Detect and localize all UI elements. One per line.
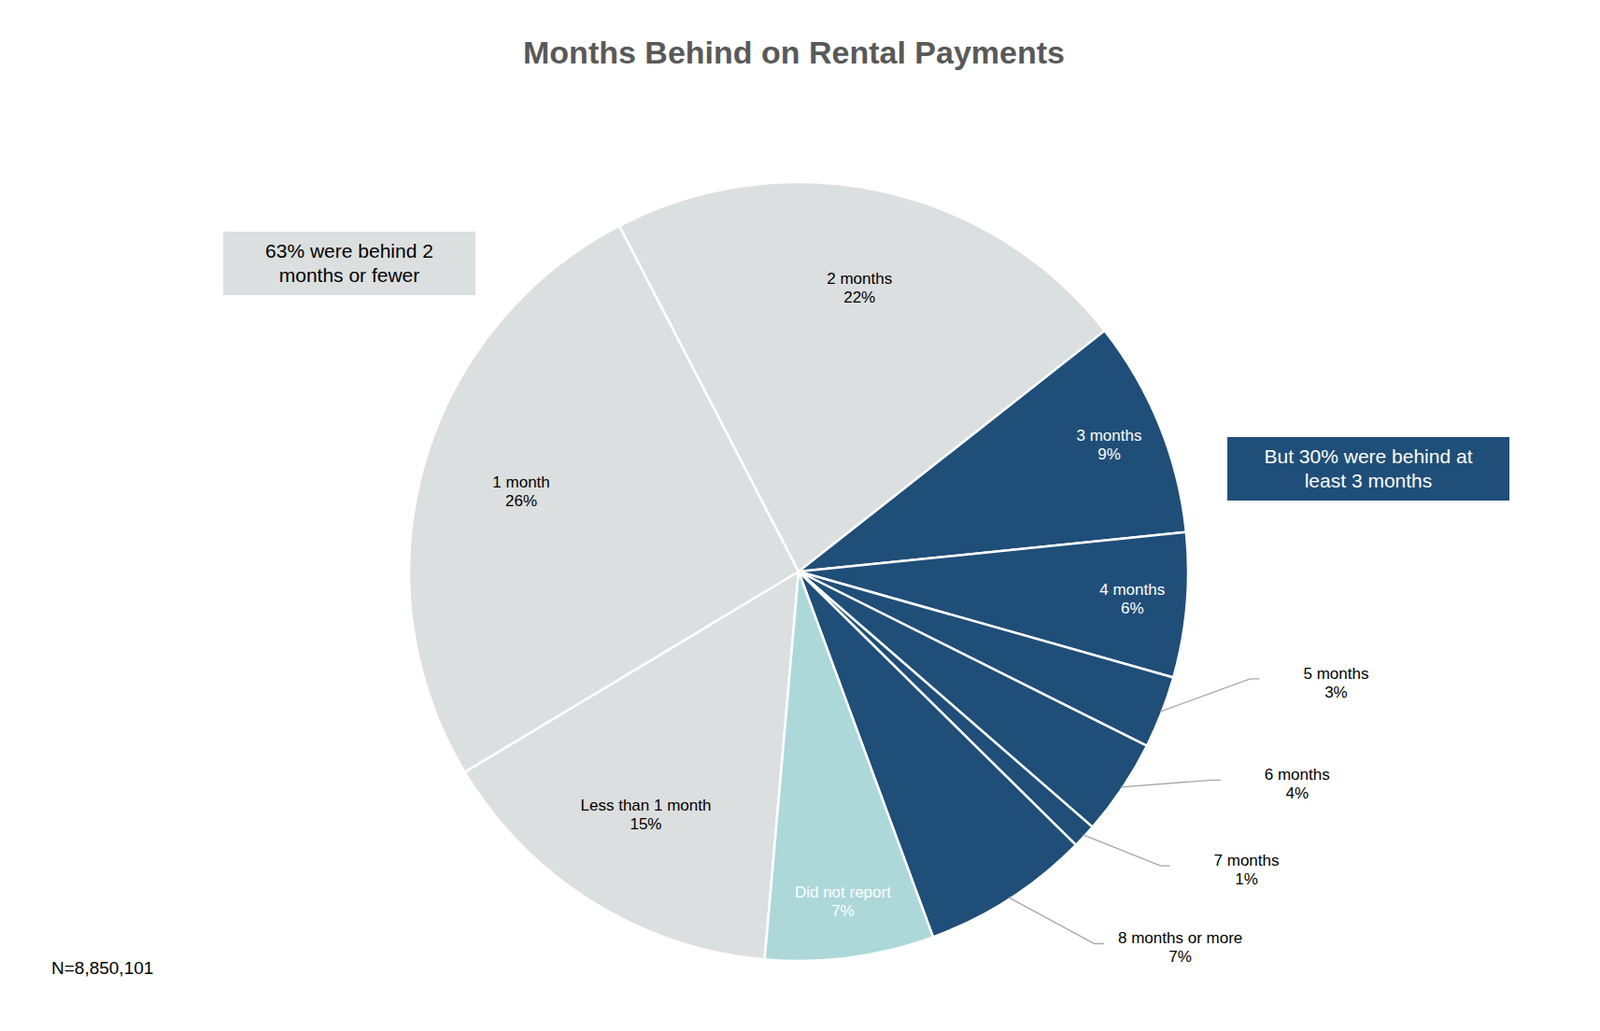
- slice-value-label: 7%: [1168, 948, 1192, 966]
- slice-category-label: 4 months: [1099, 580, 1165, 599]
- leader-line: [1160, 679, 1261, 712]
- slice-category-label: 1 month: [492, 473, 550, 492]
- pie-slices: [409, 182, 1189, 962]
- slice-value-label: 6%: [1120, 599, 1145, 618]
- slice-category-label: 2 months: [826, 269, 893, 288]
- annotation: But 30% were behind at least 3 months: [1227, 437, 1510, 501]
- slice-category-label: Did not report: [794, 883, 892, 902]
- slice-value-label: 9%: [1097, 445, 1121, 464]
- chart-canvas: Months Behind on Rental Payments Less tha…: [0, 0, 1600, 1031]
- slice-value-label: 26%: [505, 492, 538, 510]
- slice-value-label: 4%: [1285, 784, 1309, 803]
- slice-value-label: 22%: [843, 288, 876, 307]
- slice-value-label: 7%: [831, 902, 855, 921]
- slice-category-label: 7 months: [1214, 851, 1280, 870]
- slice-category-label: 3 months: [1076, 426, 1143, 445]
- annotation: N=8,850,101: [51, 956, 295, 981]
- annotation: 63% were behind 2 months or fewer: [223, 231, 476, 296]
- slice-value-label: 3%: [1324, 683, 1348, 702]
- slice-category-label: Less than 1 month: [580, 796, 712, 815]
- slice-category-label: 6 months: [1264, 765, 1331, 784]
- pie-slice: [764, 571, 934, 962]
- leader-line: [1082, 835, 1170, 866]
- slice-value-label: 15%: [629, 815, 662, 834]
- chart-title: Months Behind on Rental Payments: [523, 34, 1065, 71]
- leader-line: [1008, 897, 1105, 945]
- pie-labels: Less than 1 month15% 1 month26% 2 months22…: [492, 269, 1369, 966]
- slice-value-label: 1%: [1234, 870, 1259, 889]
- pie-slice: [798, 330, 1187, 572]
- leader-line: [1120, 779, 1221, 788]
- slice-category-label: 5 months: [1302, 665, 1369, 683]
- slice-category-label: 8 months or more: [1118, 929, 1243, 948]
